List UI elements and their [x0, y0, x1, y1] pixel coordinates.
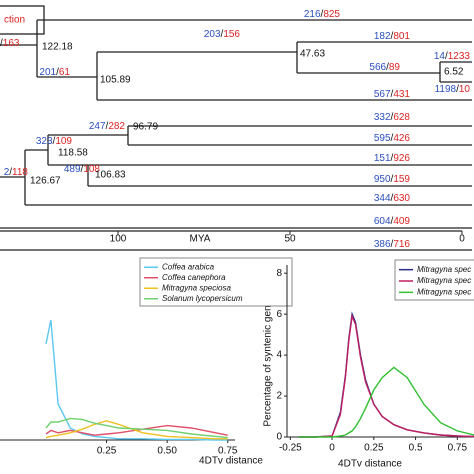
density-line — [298, 313, 474, 438]
legend-label: Mitragyna speciosa — [162, 283, 231, 292]
legend-box — [139, 257, 293, 307]
tree-tick-label: 100 — [110, 234, 127, 245]
legend-label: Mitragyna spec — [417, 287, 471, 296]
tree-tick-label: 0 — [459, 234, 465, 245]
branch-label: 595/426 — [374, 133, 411, 144]
x-tick-label: 0 — [329, 443, 335, 454]
legend-label: Mitragyna spec — [417, 265, 471, 274]
branch-label: 203/156 — [204, 29, 241, 40]
b-x-label: 4DTv distance — [199, 456, 263, 467]
density-line — [45, 319, 228, 441]
tree-tick-label: 50 — [284, 234, 296, 245]
node-age: 122.18 — [42, 42, 73, 53]
x-tick-label: 0.25 — [364, 443, 384, 454]
c-x-label: 4DTv distance — [338, 459, 402, 470]
branch-label: 604/409 — [374, 216, 411, 227]
y-tick-label: 0 — [276, 432, 282, 443]
node-age: 118.58 — [58, 148, 88, 159]
legend-label: Coffea canephora — [162, 273, 226, 282]
branch-label: 1198/10 — [435, 84, 471, 95]
branch-label: 247/282 — [89, 121, 126, 132]
density-line — [45, 417, 228, 439]
branch-label: 489/108 — [64, 164, 101, 175]
branch-label: 344/630 — [374, 193, 411, 204]
branch-label: 566/89 — [369, 62, 400, 73]
legend-label: Mitragyna spec — [417, 276, 471, 285]
legend-label: Solanum lycopersicum — [162, 294, 243, 303]
branch-label: 567/431 — [374, 89, 411, 100]
branch-label: 386/716 — [374, 239, 411, 250]
y-tick-label: 4 — [276, 350, 282, 361]
tree-branches — [0, 5, 472, 251]
density-line — [45, 420, 228, 440]
x-tick-label: -0.25 — [279, 443, 302, 454]
node-age: 6.52 — [444, 67, 464, 78]
branch-label: 182/801 — [374, 31, 411, 42]
branch-label: 14/1233 — [434, 51, 471, 62]
node-age: 96.79 — [133, 122, 158, 133]
node-age: 106.83 — [95, 170, 126, 181]
density-line — [45, 424, 228, 436]
c-y-label: Percentage of syntenic gene pairs — [263, 275, 274, 426]
box-label: ction — [4, 15, 25, 26]
legend-label: Coffea arabica — [162, 262, 215, 271]
branch-label: 323/109 — [36, 136, 73, 147]
branch-label: 201/61 — [39, 67, 70, 78]
y-tick-label: 2 — [276, 391, 282, 402]
node-age: 126.67 — [30, 176, 61, 187]
branch-label: 332/628 — [374, 112, 411, 123]
x-tick-label: 0.5 — [409, 443, 423, 454]
x-tick-label: 0.25 — [97, 446, 117, 457]
branch-label: /163 — [0, 38, 20, 49]
y-tick-label: 8 — [276, 268, 282, 279]
branch-label: 216/825 — [304, 9, 341, 20]
y-tick-label: 6 — [276, 309, 282, 320]
node-age: 47.63 — [300, 49, 325, 60]
tree-axis-title: MYA — [190, 234, 211, 245]
branch-label: 950/159 — [374, 174, 411, 185]
legend-box — [394, 259, 474, 301]
x-tick-label: 0.50 — [157, 446, 177, 457]
x-tick-label: 0.75 — [448, 443, 468, 454]
x-tick-label: 0.75 — [218, 446, 238, 457]
branch-label: 2/118 — [4, 167, 29, 178]
density-line — [298, 366, 474, 438]
node-age: 105.89 — [100, 75, 131, 86]
branch-label: 151/926 — [374, 153, 411, 164]
